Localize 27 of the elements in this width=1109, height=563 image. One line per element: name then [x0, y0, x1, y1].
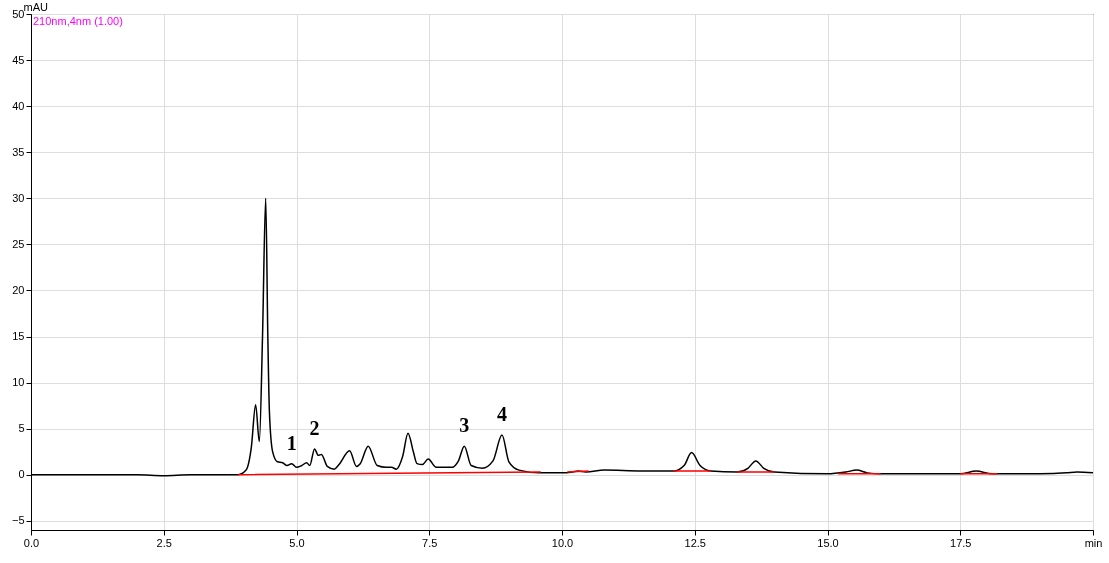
x-tick-label: 15.0	[817, 536, 839, 549]
y-tick-label: 40	[12, 99, 25, 112]
annotation: 2	[309, 416, 320, 439]
y-tick-label: 15	[12, 330, 25, 342]
x-tick-label: min	[1084, 536, 1103, 549]
y-tick-label: 20	[12, 283, 25, 296]
y-tick-label: 50	[12, 7, 25, 20]
annotation: 4	[497, 403, 507, 426]
y-tick-label: −5	[11, 514, 25, 527]
y-tick-label: 45	[12, 53, 25, 66]
x-tick-label: 12.5	[684, 536, 706, 549]
y-tick-label: 0	[18, 468, 25, 481]
x-tick-label: 17.5	[950, 536, 972, 549]
y-tick-label: 35	[12, 145, 25, 158]
y-tick-label: 25	[12, 237, 25, 250]
annotation: 210nm,4nm (1.00)	[33, 15, 123, 27]
x-tick-label: 7.5	[422, 536, 438, 549]
y-tick-label: 5	[18, 422, 25, 435]
x-tick-label: 10.0	[551, 536, 574, 549]
x-tick-label: 0.0	[23, 536, 40, 549]
x-tick-label: 5.0	[289, 536, 305, 549]
annotation: 3	[459, 414, 470, 437]
y-tick-label: 30	[12, 191, 25, 204]
y-tick-label: 10	[12, 376, 25, 389]
annotation: 1	[286, 431, 297, 454]
y-axis-title: mAU	[23, 0, 48, 13]
x-tick-label: 2.5	[156, 536, 172, 549]
